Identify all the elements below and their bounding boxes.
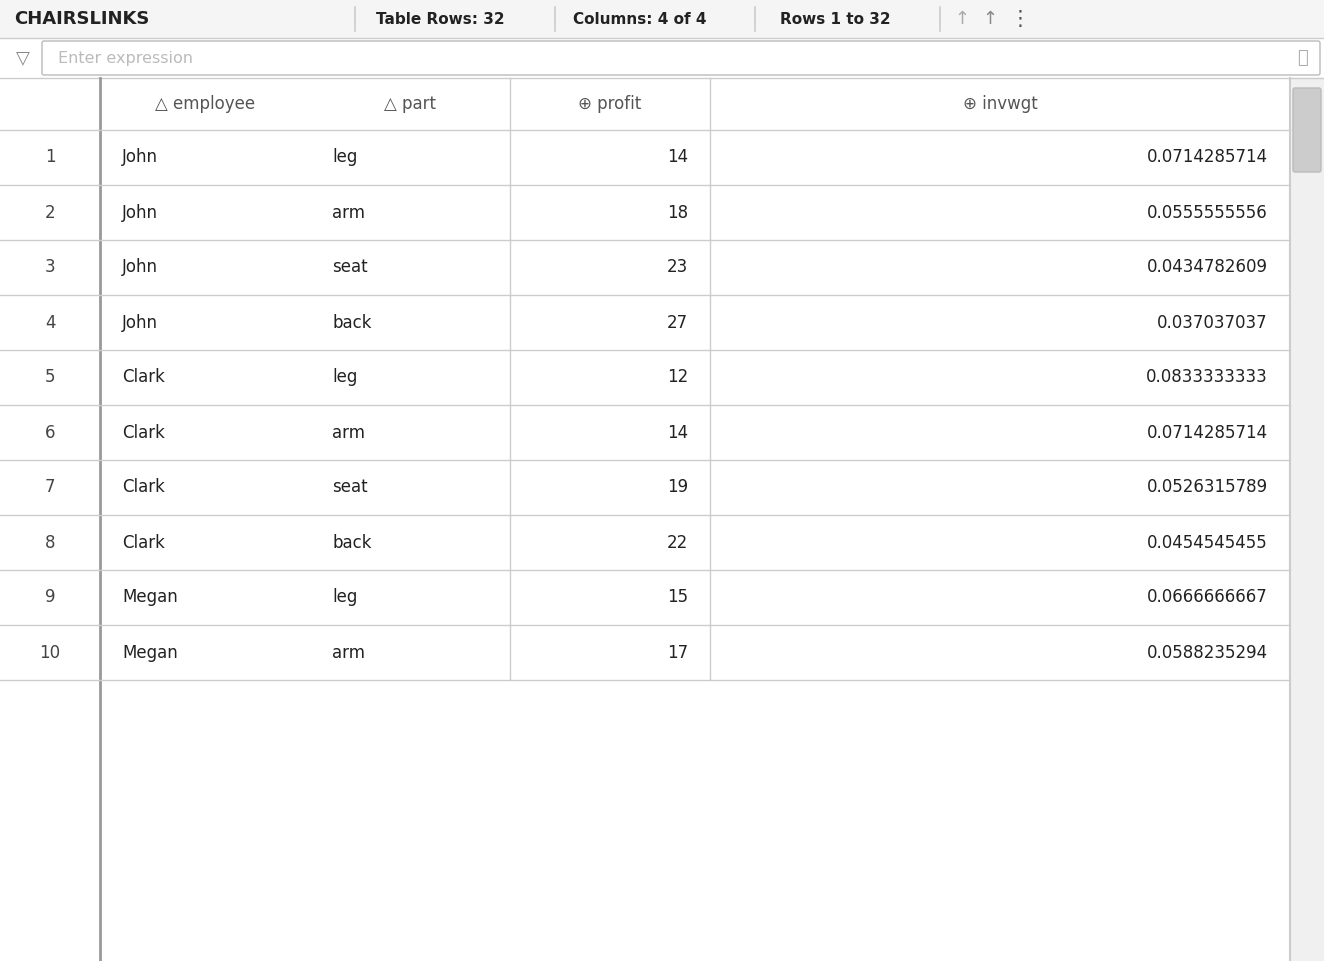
Text: 0.0588235294: 0.0588235294: [1147, 644, 1268, 661]
Text: △ employee: △ employee: [155, 95, 256, 113]
Text: 8: 8: [45, 533, 56, 552]
Text: 9: 9: [45, 588, 56, 606]
Text: Clark: Clark: [122, 424, 166, 441]
Bar: [0, 515, 1290, 570]
Text: ⋮: ⋮: [1010, 9, 1030, 29]
FancyBboxPatch shape: [42, 41, 1320, 75]
Text: 6: 6: [45, 424, 56, 441]
Text: 23: 23: [667, 259, 688, 277]
Text: ⊕ profit: ⊕ profit: [579, 95, 642, 113]
Bar: [0, 185, 1290, 240]
Text: arm: arm: [332, 204, 365, 221]
Text: 12: 12: [667, 368, 688, 386]
Text: ▽: ▽: [16, 49, 30, 67]
Bar: [0, 0, 1324, 38]
Text: Enter expression: Enter expression: [58, 51, 193, 65]
Text: ⊕ invwgt: ⊕ invwgt: [963, 95, 1038, 113]
Text: 19: 19: [667, 479, 688, 497]
Text: Columns: 4 of 4: Columns: 4 of 4: [573, 12, 707, 27]
Text: John: John: [122, 313, 158, 332]
Text: 18: 18: [667, 204, 688, 221]
Bar: [0, 78, 1290, 130]
Text: John: John: [122, 259, 158, 277]
Text: 14: 14: [667, 149, 688, 166]
Text: John: John: [122, 204, 158, 221]
Text: 10: 10: [40, 644, 61, 661]
Bar: [0, 38, 1324, 78]
Text: 7: 7: [45, 479, 56, 497]
Text: back: back: [332, 533, 372, 552]
Bar: [0, 130, 1290, 185]
Text: 22: 22: [667, 533, 688, 552]
Bar: [0, 240, 1290, 295]
Bar: [1290, 78, 1324, 961]
Bar: [0, 625, 1290, 680]
Text: Clark: Clark: [122, 479, 166, 497]
Text: 4: 4: [45, 313, 56, 332]
Text: arm: arm: [332, 644, 365, 661]
Text: 2: 2: [45, 204, 56, 221]
Text: CHAIRSLINKS: CHAIRSLINKS: [15, 10, 150, 28]
Text: seat: seat: [332, 259, 368, 277]
Text: △ part: △ part: [384, 95, 436, 113]
Text: arm: arm: [332, 424, 365, 441]
Bar: [0, 350, 1290, 405]
FancyBboxPatch shape: [1294, 88, 1321, 172]
Text: leg: leg: [332, 588, 357, 606]
Text: 0.0714285714: 0.0714285714: [1147, 424, 1268, 441]
Text: 27: 27: [667, 313, 688, 332]
Text: ⌕: ⌕: [1298, 49, 1308, 67]
Text: 1: 1: [45, 149, 56, 166]
Text: 0.037037037: 0.037037037: [1157, 313, 1268, 332]
Text: 0.0526315789: 0.0526315789: [1147, 479, 1268, 497]
Text: Megan: Megan: [122, 588, 177, 606]
Text: 0.0833333333: 0.0833333333: [1147, 368, 1268, 386]
Bar: [0, 405, 1290, 460]
Text: 3: 3: [45, 259, 56, 277]
Text: 15: 15: [667, 588, 688, 606]
Text: Table Rows: 32: Table Rows: 32: [376, 12, 504, 27]
Text: ↑: ↑: [955, 10, 969, 28]
Text: Rows 1 to 32: Rows 1 to 32: [780, 12, 890, 27]
Text: Clark: Clark: [122, 368, 166, 386]
Text: leg: leg: [332, 149, 357, 166]
Text: 0.0666666667: 0.0666666667: [1148, 588, 1268, 606]
Text: 0.0454545455: 0.0454545455: [1148, 533, 1268, 552]
Text: 0.0555555556: 0.0555555556: [1148, 204, 1268, 221]
Text: 17: 17: [667, 644, 688, 661]
Text: 5: 5: [45, 368, 56, 386]
Bar: [0, 295, 1290, 350]
Text: ↑: ↑: [982, 10, 997, 28]
Text: seat: seat: [332, 479, 368, 497]
Text: 14: 14: [667, 424, 688, 441]
Bar: [0, 570, 1290, 625]
Text: back: back: [332, 313, 372, 332]
Text: John: John: [122, 149, 158, 166]
Text: leg: leg: [332, 368, 357, 386]
Bar: [0, 460, 1290, 515]
Text: Clark: Clark: [122, 533, 166, 552]
Text: 0.0434782609: 0.0434782609: [1147, 259, 1268, 277]
Text: Megan: Megan: [122, 644, 177, 661]
Text: 0.0714285714: 0.0714285714: [1147, 149, 1268, 166]
